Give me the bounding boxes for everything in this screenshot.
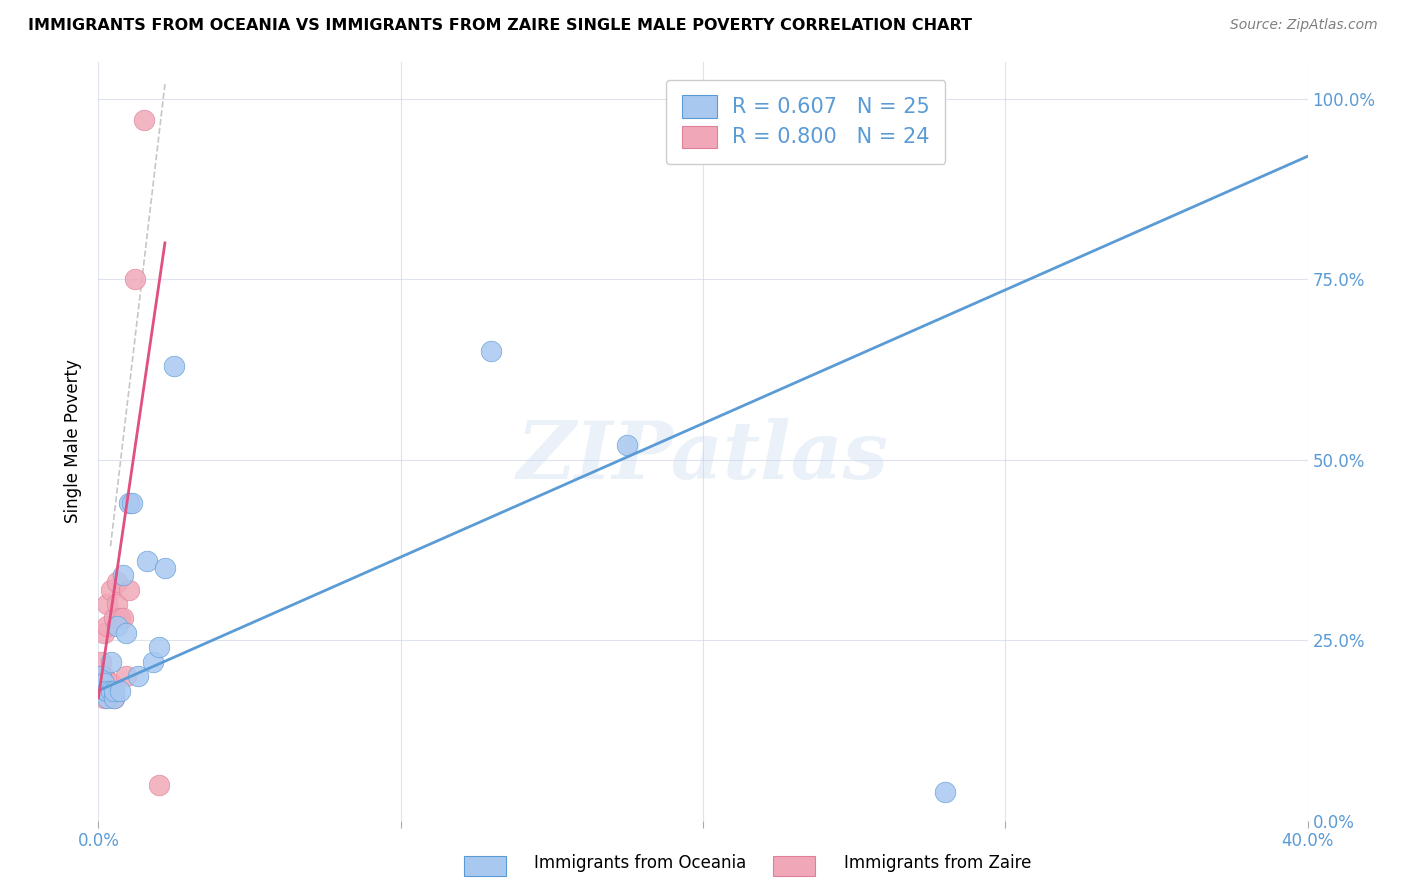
- Point: [100, 676, 122, 690]
- Point: [103, 690, 125, 705]
- Point: [93, 683, 115, 698]
- Point: [124, 272, 146, 286]
- Point: [96, 597, 118, 611]
- Point: [118, 582, 141, 597]
- Point: [148, 640, 170, 655]
- Point: [121, 496, 143, 510]
- Point: [132, 113, 155, 128]
- Text: IMMIGRANTS FROM OCEANIA VS IMMIGRANTS FROM ZAIRE SINGLE MALE POVERTY CORRELATION: IMMIGRANTS FROM OCEANIA VS IMMIGRANTS FR…: [28, 18, 972, 33]
- Point: [105, 618, 128, 632]
- Text: Source: ZipAtlas.com: Source: ZipAtlas.com: [1230, 18, 1378, 32]
- Point: [616, 438, 638, 452]
- Point: [90, 683, 112, 698]
- Point: [93, 683, 115, 698]
- Point: [93, 676, 115, 690]
- Point: [100, 655, 122, 669]
- Point: [114, 626, 136, 640]
- Point: [100, 683, 122, 698]
- Point: [114, 669, 136, 683]
- Point: [142, 655, 165, 669]
- Point: [90, 669, 112, 683]
- Point: [93, 669, 115, 683]
- Point: [135, 554, 157, 568]
- Legend: R = 0.607   N = 25, R = 0.800   N = 24: R = 0.607 N = 25, R = 0.800 N = 24: [666, 79, 945, 163]
- Point: [108, 611, 131, 625]
- Point: [108, 683, 131, 698]
- Point: [105, 597, 128, 611]
- Point: [934, 785, 956, 799]
- Point: [148, 778, 170, 792]
- Point: [481, 344, 503, 359]
- Point: [105, 575, 128, 590]
- Point: [93, 626, 115, 640]
- Point: [100, 582, 122, 597]
- Point: [118, 496, 141, 510]
- Point: [103, 611, 125, 625]
- Point: [127, 669, 149, 683]
- Text: Immigrants from Zaire: Immigrants from Zaire: [844, 855, 1031, 872]
- Point: [96, 683, 118, 698]
- Point: [93, 690, 115, 705]
- Point: [90, 655, 112, 669]
- Point: [90, 676, 112, 690]
- Point: [96, 683, 118, 698]
- Point: [111, 568, 134, 582]
- Point: [153, 561, 176, 575]
- Point: [103, 690, 125, 705]
- Point: [103, 683, 125, 698]
- Point: [96, 618, 118, 632]
- Text: Immigrants from Oceania: Immigrants from Oceania: [534, 855, 747, 872]
- Point: [90, 669, 112, 683]
- Point: [90, 683, 112, 698]
- Y-axis label: Single Male Poverty: Single Male Poverty: [65, 359, 83, 524]
- Point: [96, 690, 118, 705]
- Point: [111, 611, 134, 625]
- Point: [163, 359, 186, 373]
- Text: ZIPatlas: ZIPatlas: [517, 418, 889, 495]
